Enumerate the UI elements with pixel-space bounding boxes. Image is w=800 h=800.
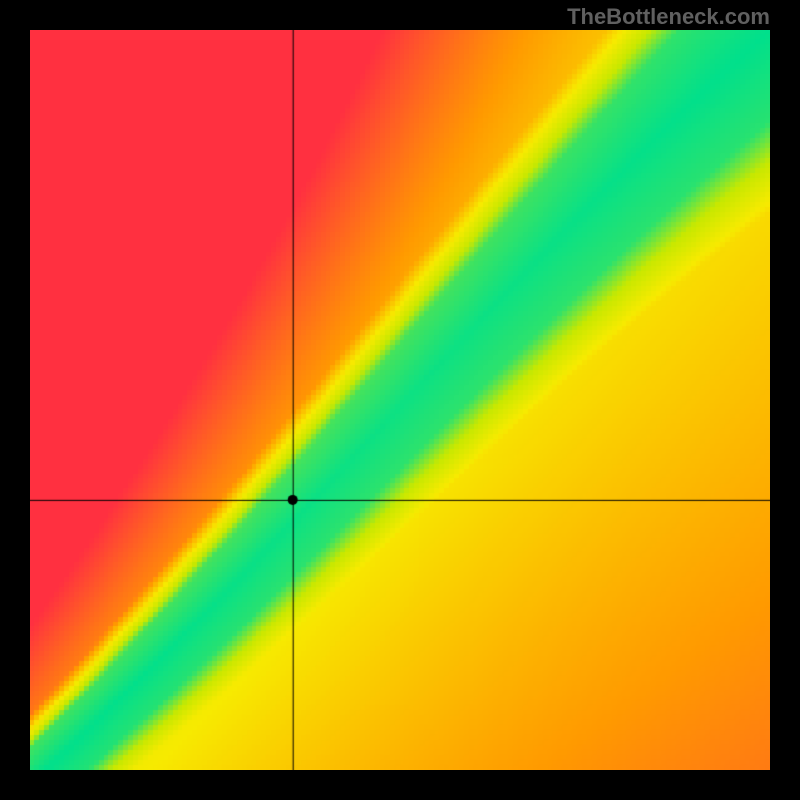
- watermark-text: TheBottleneck.com: [567, 4, 770, 30]
- chart-frame: TheBottleneck.com: [0, 0, 800, 800]
- bottleneck-heatmap: [30, 30, 770, 770]
